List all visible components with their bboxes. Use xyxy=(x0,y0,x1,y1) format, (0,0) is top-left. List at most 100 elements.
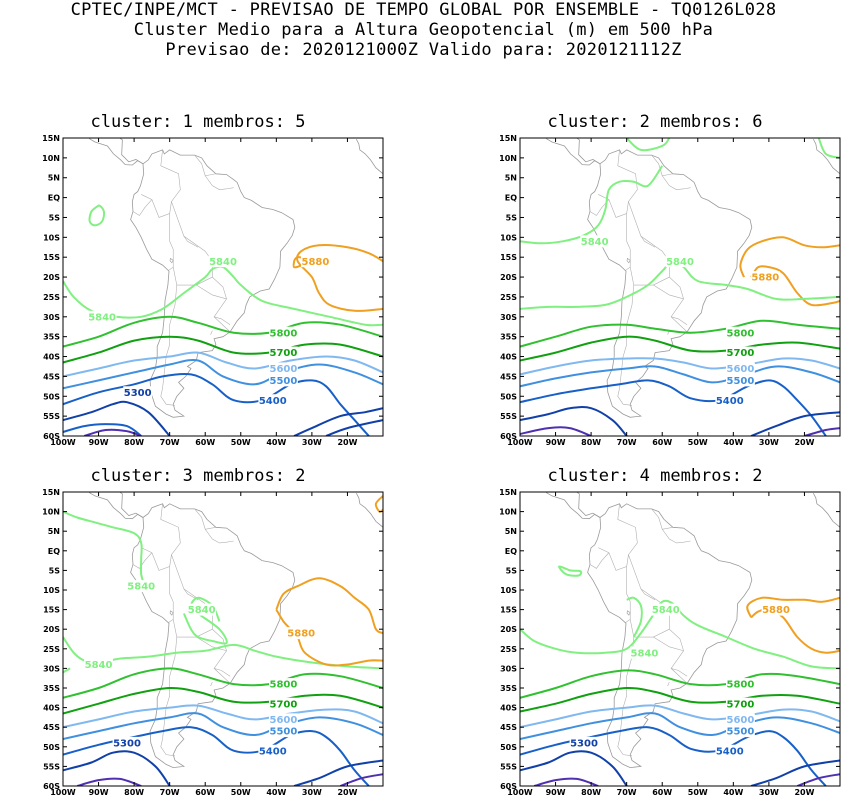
lon-label: 40W xyxy=(266,788,286,797)
contour-label-bg xyxy=(269,713,298,726)
contour-5300 xyxy=(750,759,840,786)
contour-label-bg xyxy=(580,235,610,248)
country-border xyxy=(625,566,631,623)
contour-label-bg xyxy=(84,658,113,671)
header-line-1: CPTEC/INPE/MCT - PREVISAO DE TEMPO GLOBA… xyxy=(70,0,777,20)
contour-label-bg xyxy=(269,326,298,339)
contour-5600 xyxy=(520,704,840,729)
lat-label: 40S xyxy=(43,704,60,713)
lat-label: 60S xyxy=(500,432,517,441)
lon-label: 80W xyxy=(124,438,144,447)
lat-label: 40S xyxy=(500,353,517,362)
contour-5500 xyxy=(63,712,383,740)
contour-5800 xyxy=(63,667,383,699)
cluster-panel-2: cluster: 2 membros: 6 5840 5880 5840 5800 57… xyxy=(465,112,845,452)
contour-5300 xyxy=(293,759,383,786)
lon-label: 90W xyxy=(546,788,566,797)
contour-label-bg xyxy=(750,271,780,284)
lat-label: 50S xyxy=(500,392,517,401)
contour-label-bg xyxy=(208,255,238,268)
lon-label: 60W xyxy=(195,438,215,447)
contour-label: 5500 xyxy=(727,727,755,738)
contour-5200 xyxy=(533,777,599,786)
lon-label: 30W xyxy=(759,788,779,797)
coastline xyxy=(355,492,383,528)
lat-label: 5N xyxy=(505,174,517,183)
contour-5300 xyxy=(63,400,171,436)
lat-label: 10S xyxy=(500,586,517,595)
country-border xyxy=(141,503,181,571)
coastline-south-america xyxy=(587,503,753,769)
country-border xyxy=(196,284,227,300)
coastline xyxy=(88,138,144,166)
contour-label-bg xyxy=(651,603,681,616)
lon-label: 90W xyxy=(89,438,109,447)
contour-label: 5300 xyxy=(113,738,141,749)
contour-5800 xyxy=(520,669,840,699)
contour-5600 xyxy=(63,351,383,378)
contour-5840 xyxy=(520,165,664,245)
lat-label: 30S xyxy=(43,664,60,673)
lon-label: 30W xyxy=(302,438,322,447)
country-border xyxy=(589,552,610,569)
lat-label: 35S xyxy=(43,333,60,342)
contour-5880 xyxy=(275,577,383,635)
contour-5200 xyxy=(84,428,142,436)
contour-label-bg xyxy=(258,744,288,757)
lat-label: 5S xyxy=(49,213,61,222)
country-border xyxy=(196,636,227,652)
contour-label-bg xyxy=(286,627,316,640)
lon-label: 70W xyxy=(160,788,180,797)
contour-label: 5840 xyxy=(127,582,155,593)
lat-label: 30S xyxy=(500,313,517,322)
lat-label: EQ xyxy=(48,547,60,556)
country-border xyxy=(132,199,153,216)
lat-label: 10N xyxy=(42,508,60,517)
contour-label: 5500 xyxy=(727,376,755,387)
contour-label: 5800 xyxy=(727,680,755,691)
lon-label: 60W xyxy=(195,788,215,797)
country-border xyxy=(160,637,178,757)
country-border xyxy=(168,213,174,271)
contour-label-bg xyxy=(726,362,755,375)
lat-label: 50S xyxy=(43,743,60,752)
lon-label: 50W xyxy=(688,438,708,447)
contour-5300 xyxy=(520,406,628,436)
lat-label: 10S xyxy=(500,233,517,242)
country-border xyxy=(214,668,231,677)
lat-label: 45S xyxy=(500,723,517,732)
contour-label-bg xyxy=(715,744,745,757)
country-border xyxy=(629,267,670,286)
contour-label: 5300 xyxy=(570,738,598,749)
contour-5600 xyxy=(63,704,383,729)
lat-label: 5N xyxy=(48,527,60,536)
country-border xyxy=(651,508,673,530)
lat-label: 50S xyxy=(500,743,517,752)
panel-title: cluster: 2 membros: 6 xyxy=(547,112,763,132)
map-frame xyxy=(62,491,384,787)
country-border xyxy=(598,503,638,571)
lat-label: 10N xyxy=(42,154,60,163)
coastline xyxy=(545,492,601,520)
contour-label: 5840 xyxy=(188,605,216,616)
contour-label-bg xyxy=(301,255,330,268)
contour-label: 5500 xyxy=(270,376,298,387)
contour-label-bg xyxy=(187,603,217,616)
lat-label: 10N xyxy=(499,154,517,163)
country-border xyxy=(204,529,234,544)
contour-label: 5840 xyxy=(88,312,116,323)
contour-5880 xyxy=(739,236,840,278)
contour-5500 xyxy=(63,359,383,390)
lon-label: 50W xyxy=(231,788,251,797)
contour-label: 5600 xyxy=(270,364,298,375)
coastline-south-america xyxy=(587,149,753,418)
contour-label-bg xyxy=(269,725,298,738)
lon-label: 60W xyxy=(652,438,672,447)
lake xyxy=(626,610,631,616)
lat-label: 20S xyxy=(43,625,60,634)
lon-label: 20W xyxy=(337,438,357,447)
contour-label: 5800 xyxy=(727,328,755,339)
contour-label: 5880 xyxy=(762,605,790,616)
